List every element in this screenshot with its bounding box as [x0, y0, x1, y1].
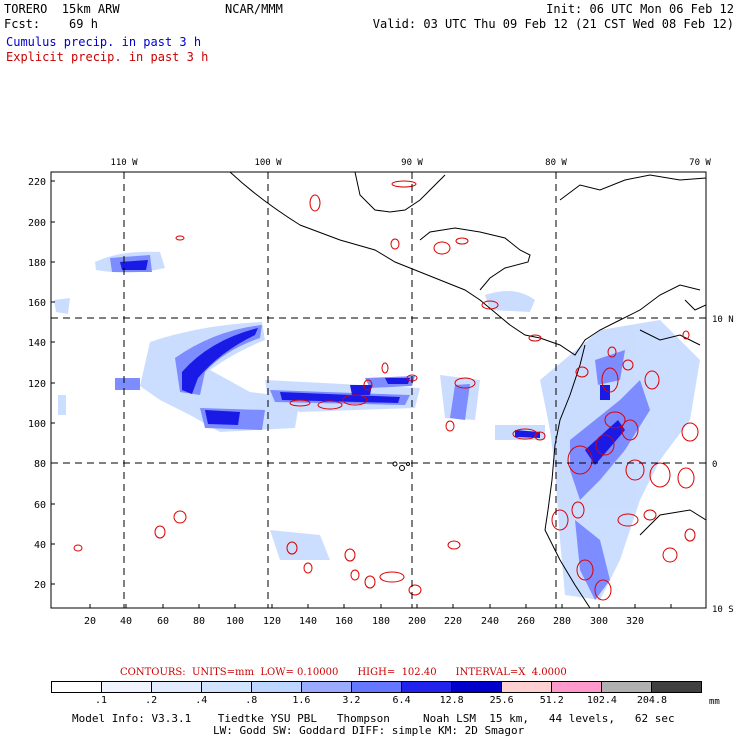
colorbar-swatch — [452, 682, 502, 692]
lon-labels: 110 W 100 W 90 W 80 W 70 W — [110, 158, 711, 168]
x-tick-labels: 20 40 60 80 100 120 140 160 180 200 220 … — [84, 616, 644, 627]
cumulus-legend: Cumulus precip. in past 3 h — [6, 35, 202, 49]
lon-label: 110 W — [110, 158, 138, 168]
lat-label: 10 N — [712, 315, 734, 325]
y-tick-label: 40 — [34, 540, 46, 551]
x-tick-label: 100 — [226, 616, 244, 627]
colorbar-label: .1 — [95, 695, 108, 706]
precip-field — [54, 251, 700, 600]
x-tick-label: 180 — [372, 616, 390, 627]
x-tick-label: 240 — [481, 616, 499, 627]
y-tick-label: 80 — [34, 459, 46, 470]
model-physics: LW: Godd SW: Goddard DIFF: simple KM: 2D… — [213, 724, 525, 737]
x-tick-label: 200 — [408, 616, 426, 627]
colorbar-swatch — [552, 682, 602, 692]
colorbar-label: 3.2 — [342, 695, 361, 706]
colorbar-swatch — [102, 682, 152, 692]
y-tick-label: 60 — [34, 500, 46, 511]
y-tick-label: 120 — [28, 379, 46, 390]
colorbar-swatch — [502, 682, 552, 692]
colorbar-swatch — [602, 682, 652, 692]
model-center: NCAR/MMM — [225, 2, 283, 16]
y-tick-label: 140 — [28, 338, 46, 349]
colorbar-swatch — [252, 682, 302, 692]
x-tick-label: 260 — [517, 616, 535, 627]
lat-labels: 10 N 0 10 S — [712, 315, 734, 615]
colorbar-unit: mm — [709, 697, 720, 707]
explicit-precip-contours — [73, 180, 699, 601]
y-tick-label: 100 — [28, 419, 46, 430]
model-title: TORERO 15km ARW — [4, 2, 120, 16]
x-tick-label: 160 — [335, 616, 353, 627]
contours-info: CONTOURS: UNITS=mm LOW= 0.10000 HIGH= 10… — [120, 667, 567, 678]
x-tick-label: 300 — [590, 616, 608, 627]
colorbar-swatch — [152, 682, 202, 692]
lat-label: 10 S — [712, 605, 734, 615]
y-tick-label: 200 — [28, 218, 46, 229]
colorbar-swatch — [302, 682, 352, 692]
lon-label: 90 W — [401, 158, 423, 168]
x-tick-label: 40 — [120, 616, 132, 627]
y-tick-label: 160 — [28, 298, 46, 309]
y-tick-label: 20 — [34, 580, 46, 591]
x-tick-label: 320 — [626, 616, 644, 627]
colorbar-label: 25.6 — [489, 695, 514, 706]
lat-label: 0 — [712, 460, 717, 470]
init-time: Init: 06 UTC Mon 06 Feb 12 — [546, 2, 734, 16]
x-tick-label: 140 — [299, 616, 317, 627]
y-tick-labels: 20 40 60 80 100 120 140 160 180 200 220 — [28, 177, 46, 591]
colorbar-label: 102.4 — [586, 695, 617, 706]
precip-map: 20 40 60 80 100 120 140 160 180 200 220 … — [28, 158, 734, 627]
colorbar-label: .4 — [195, 695, 208, 706]
colorbar-label: .8 — [245, 695, 258, 706]
lon-label: 70 W — [689, 158, 711, 168]
colorbar-swatch — [52, 682, 102, 692]
x-tick-label: 120 — [263, 616, 281, 627]
coastline — [229, 172, 706, 608]
x-tick-label: 280 — [553, 616, 571, 627]
colorbar-label: 204.8 — [636, 695, 667, 706]
colorbar-swatch — [402, 682, 452, 692]
model-info: Model Info: V3.3.1 Tiedtke YSU PBL Thomp… — [72, 712, 675, 725]
y-tick-label: 180 — [28, 258, 46, 269]
lon-label: 100 W — [254, 158, 282, 168]
colorbar-label: 1.6 — [292, 695, 311, 706]
lat-lon-grid — [51, 172, 706, 608]
axis-ticks — [51, 180, 672, 608]
colorbar-label: 12.8 — [439, 695, 464, 706]
colorbar-label: .2 — [145, 695, 158, 706]
x-tick-label: 60 — [157, 616, 169, 627]
colorbar-swatch — [352, 682, 402, 692]
x-tick-label: 220 — [444, 616, 462, 627]
x-tick-label: 80 — [193, 616, 205, 627]
colorbar-swatch — [202, 682, 252, 692]
plot-frame — [50, 171, 707, 609]
colorbar-label: 6.4 — [392, 695, 411, 706]
colorbar-swatch — [652, 682, 701, 692]
lon-label: 80 W — [545, 158, 567, 168]
galapagos-islands — [392, 461, 410, 471]
colorbar-label: 51.2 — [539, 695, 564, 706]
valid-time: Valid: 03 UTC Thu 09 Feb 12 (21 CST Wed … — [372, 17, 734, 31]
explicit-legend: Explicit precip. in past 3 h — [6, 50, 209, 64]
forecast-hour: Fcst: 69 h — [4, 17, 98, 31]
y-tick-label: 220 — [28, 177, 46, 188]
colorbar-labels: .1 .2 .4 .8 1.6 3.2 6.4 12.8 25.6 51.2 1… — [51, 695, 702, 707]
x-tick-label: 20 — [84, 616, 96, 627]
colorbar — [51, 681, 702, 693]
